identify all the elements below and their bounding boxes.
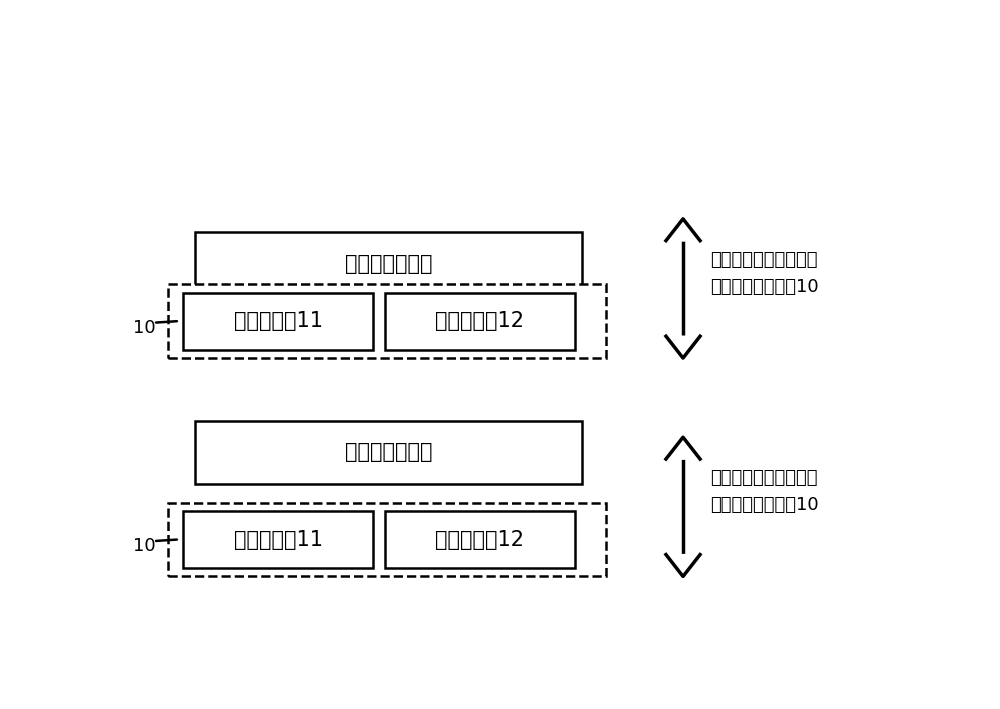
Bar — [168, 503, 606, 576]
Bar — [183, 511, 373, 568]
Text: 第二光开关12: 第二光开关12 — [435, 311, 524, 331]
Text: 第二光开关12: 第二光开关12 — [435, 530, 524, 549]
Text: 光交箱门体磁钢: 光交箱门体磁钢 — [345, 254, 432, 274]
Polygon shape — [666, 219, 700, 240]
Text: 10: 10 — [133, 537, 156, 555]
Polygon shape — [666, 336, 700, 358]
Text: 光交箱门体关闭时，磁: 光交箱门体关闭时，磁 — [710, 251, 818, 269]
Text: 第一光开关11: 第一光开关11 — [234, 311, 323, 331]
Bar — [195, 421, 582, 484]
Text: 钢靠近光开关模块10: 钢靠近光开关模块10 — [710, 278, 819, 296]
Bar — [385, 293, 574, 350]
Text: 钢远离光开关模块10: 钢远离光开关模块10 — [710, 496, 819, 515]
Bar — [195, 233, 582, 295]
Text: 第一光开关11: 第一光开关11 — [234, 530, 323, 549]
Bar — [183, 293, 373, 350]
Text: 10: 10 — [133, 319, 156, 337]
Text: 光交箱门体开启时，磁: 光交箱门体开启时，磁 — [710, 469, 818, 487]
Text: 光交箱门体磁钢: 光交箱门体磁钢 — [345, 442, 432, 462]
Polygon shape — [666, 554, 700, 576]
Bar — [168, 284, 606, 358]
Bar — [385, 511, 574, 568]
Polygon shape — [666, 437, 700, 459]
